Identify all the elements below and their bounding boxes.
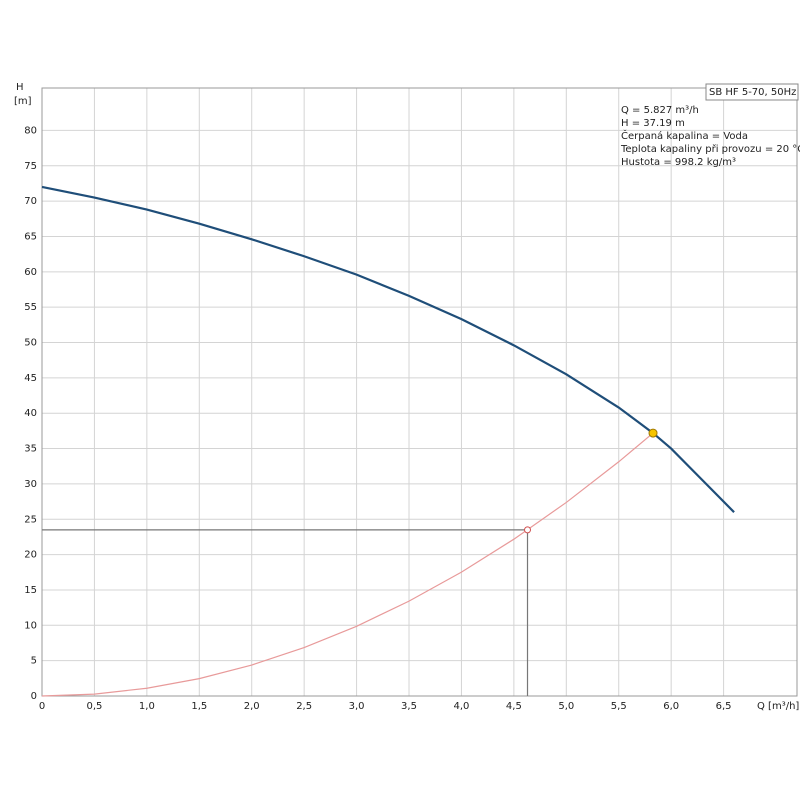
- annotation: Hustota = 998.2 kg/m³: [621, 157, 736, 168]
- title-box: [705, 83, 799, 101]
- y-tick-label: 55: [24, 302, 37, 313]
- x-tick-label: 6,5: [716, 701, 732, 712]
- y-tick-label: 30: [24, 479, 37, 490]
- x-tick-label: 0,5: [86, 701, 102, 712]
- x-tick-label: 4,0: [453, 701, 469, 712]
- y-tick-label: 25: [24, 514, 37, 525]
- chart-title: SB HF 5-70, 50Hz: [709, 87, 796, 98]
- x-axis-label: Q [m³/h]: [757, 701, 799, 712]
- series-line: [41, 185, 735, 513]
- y-tick-label: 65: [24, 231, 37, 242]
- y-tick-label: 40: [24, 408, 37, 419]
- x-tick-label: 6,0: [663, 701, 679, 712]
- x-tick-label: 2,5: [296, 701, 312, 712]
- y-axis-unit: [m]: [14, 96, 32, 107]
- x-tick-label: 0: [39, 701, 45, 712]
- x-tick-label: 5,0: [558, 701, 574, 712]
- y-tick-label: 0: [31, 691, 37, 702]
- y-tick-label: 75: [24, 161, 37, 172]
- duty-point: [648, 428, 658, 438]
- y-tick-label: 35: [24, 444, 37, 455]
- annotation: Q = 5.827 m³/h: [621, 105, 699, 116]
- y-tick-label: 50: [24, 338, 37, 349]
- y-tick-label: 80: [24, 125, 37, 136]
- y-tick-label: 20: [24, 550, 37, 561]
- annotation: H = 37.19 m: [621, 118, 685, 129]
- x-tick-label: 1,0: [139, 701, 155, 712]
- y-tick-label: 70: [24, 196, 37, 207]
- x-tick-label: 5,5: [611, 701, 627, 712]
- series-line: [41, 432, 654, 697]
- reference-point: [524, 526, 532, 534]
- annotation: Čerpaná kapalina = Voda: [621, 129, 748, 142]
- x-tick-label: 3,5: [401, 701, 417, 712]
- y-tick-label: 10: [24, 620, 37, 631]
- y-tick-label: 5: [31, 656, 37, 667]
- y-tick-label: 45: [24, 373, 37, 384]
- y-tick-label: 15: [24, 585, 37, 596]
- x-tick-label: 2,0: [244, 701, 260, 712]
- y-axis-label: H: [16, 82, 24, 93]
- annotation: Teplota kapaliny při provozu = 20 °C: [620, 143, 800, 155]
- x-tick-label: 3,0: [349, 701, 365, 712]
- y-tick-label: 60: [24, 267, 37, 278]
- x-tick-label: 4,5: [506, 701, 522, 712]
- x-tick-label: 1,5: [191, 701, 207, 712]
- plot-frame: [41, 87, 798, 697]
